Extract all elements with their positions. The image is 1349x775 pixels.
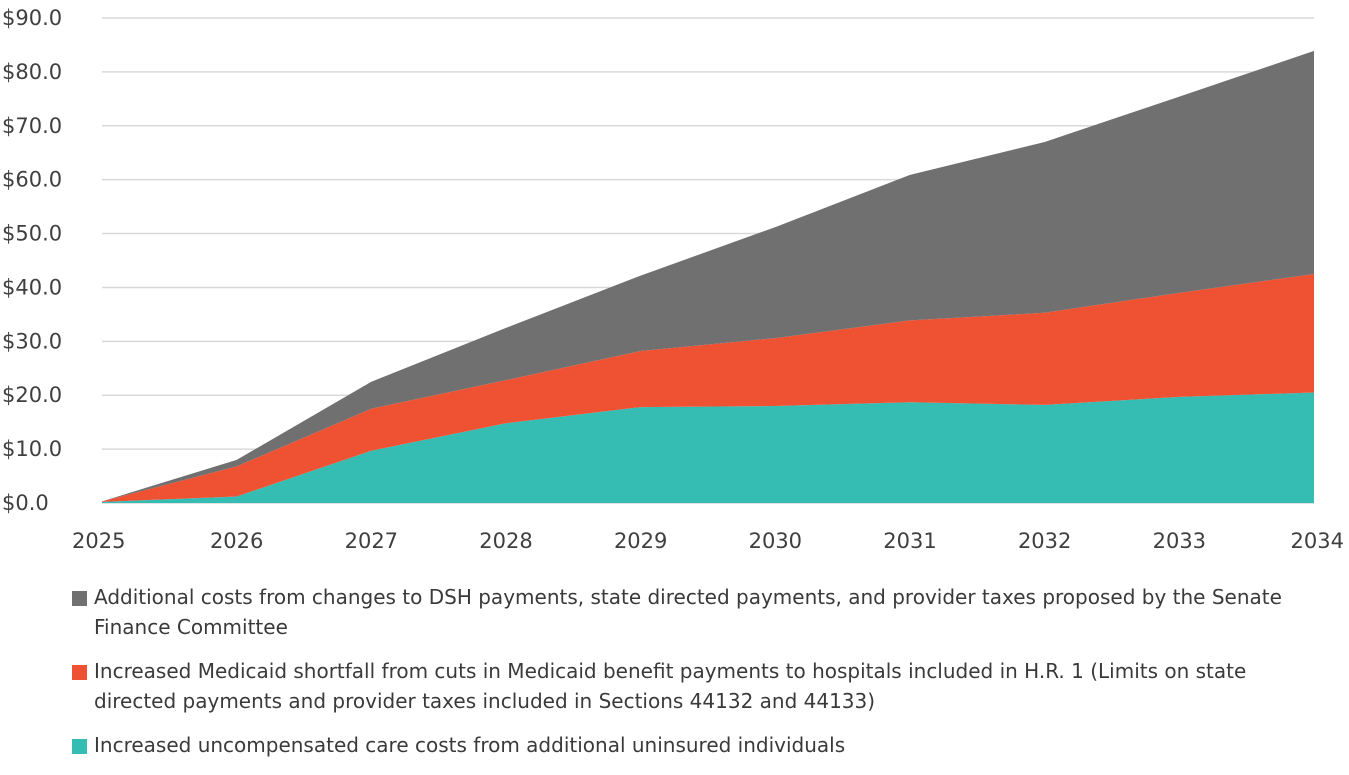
y-axis: $0.0 $10.0 $20.0 $30.0 $40.0 $50.0 $60.0 $70.0 $… (2, 6, 62, 515)
y-tick-label: $0.0 (2, 491, 49, 515)
x-tick-label: 2029 (614, 529, 667, 553)
legend-swatch-orange (72, 665, 87, 680)
x-tick-label: 2025 (72, 529, 125, 553)
x-tick-label: 2030 (749, 529, 802, 553)
x-tick-label: 2027 (345, 529, 398, 553)
area-series-1 (102, 273, 1314, 502)
legend-swatch-teal (72, 739, 87, 754)
y-tick-label: $50.0 (2, 222, 62, 246)
x-axis: 2025 2026 2027 2028 2029 2030 2031 2032 2033 2034 (72, 529, 1344, 553)
x-tick-label: 2026 (210, 529, 263, 553)
area-series-0 (102, 392, 1314, 503)
y-tick-label: $90.0 (2, 6, 62, 30)
y-tick-label: $60.0 (2, 168, 62, 192)
x-tick-label: 2031 (883, 529, 936, 553)
x-tick-label: 2033 (1153, 529, 1206, 553)
legend-label: Increased uncompensated care costs from … (94, 733, 846, 757)
x-tick-label: 2032 (1018, 529, 1071, 553)
area-series-group (102, 50, 1314, 503)
legend-label: Additional costs from changes to DSH pay… (94, 585, 1282, 639)
legend-item-dsh-costs: Additional costs from changes to DSH pay… (72, 582, 1322, 642)
y-tick-label: $30.0 (2, 329, 62, 353)
legend-item-uncompensated-care: Increased uncompensated care costs from … (72, 730, 1322, 760)
x-tick-label: 2034 (1291, 529, 1344, 553)
y-tick-label: $20.0 (2, 383, 62, 407)
y-tick-label: $40.0 (2, 275, 62, 299)
legend-item-medicaid-shortfall: Increased Medicaid shortfall from cuts i… (72, 656, 1322, 716)
area-series-2 (102, 50, 1314, 502)
stacked-area-chart: $0.0 $10.0 $20.0 $30.0 $40.0 $50.0 $60.0 $70.0 $… (2, 6, 1344, 553)
legend-swatch-gray (72, 591, 87, 606)
y-tick-label: $10.0 (2, 437, 62, 461)
legend-label: Increased Medicaid shortfall from cuts i… (94, 659, 1247, 713)
y-tick-label: $70.0 (2, 114, 62, 138)
y-tick-label: $80.0 (2, 60, 62, 84)
x-tick-label: 2028 (479, 529, 532, 553)
chart-legend: Additional costs from changes to DSH pay… (72, 582, 1322, 774)
